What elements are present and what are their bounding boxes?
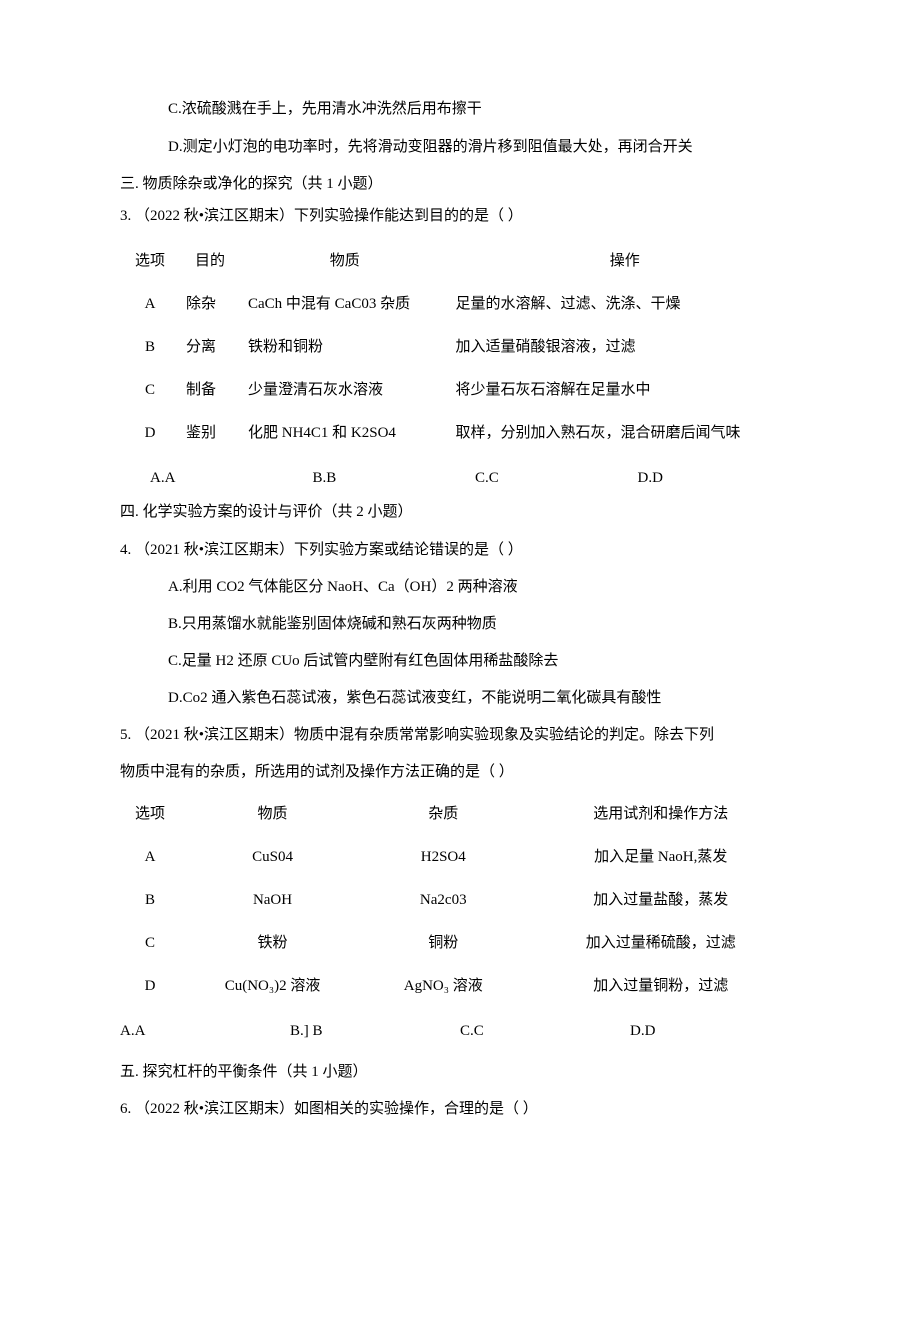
section3-title: 三. 物质除杂或净化的探究（共 1 小题） [120, 175, 800, 195]
q3-ans-c: C.C [475, 469, 638, 489]
q5-stem-l1: 5. （2021 秋•滨江区期末）物质中混有杂质常常影响实验现象及实验结论的判定… [120, 719, 800, 752]
q5-table: 选项 物质 杂质 选用试剂和操作方法 A CuS04 H2SO4 加入足量 Na… [120, 793, 800, 1008]
q5-th-opt: 选项 [120, 793, 180, 836]
q3-answer-row: A.A B.B C.C D.D [120, 469, 800, 489]
q3-r3-substance: 化肥 NH4C1 和 K2SO4 [240, 412, 448, 455]
q3-r2-operation: 将少量石灰石溶解在足量水中 [448, 369, 800, 412]
q5-r1-substance: NaOH [180, 879, 365, 922]
q3-th-substance: 物质 [240, 240, 448, 283]
q3-ans-a: A.A [150, 469, 313, 489]
q3-r1-operation: 加入适量硝酸银溶液，过滤 [448, 326, 800, 369]
q4-option-d: D.Co2 通入紫色石蕊试液，紫色石蕊试液变红，不能说明二氧化碳具有酸性 [120, 682, 800, 715]
table-header-row: 选项 目的 物质 操作 [120, 240, 800, 283]
table-row: B 分离 铁粉和铜粉 加入适量硝酸银溶液，过滤 [120, 326, 800, 369]
q3-r0-purpose: 除杂 [180, 283, 240, 326]
q5-r0-method: 加入足量 NaoH,蒸发 [521, 836, 800, 879]
q3-ans-d: D.D [638, 469, 801, 489]
q6-stem: 6. （2022 秋•滨江区期末）如图相关的实验操作，合理的是（ ） [120, 1093, 800, 1126]
table-row: C 铁粉 铜粉 加入过量稀硫酸，过滤 [120, 922, 800, 965]
table-row: D Cu(NO₃)2 溶液 AgNO₃ 溶液 加入过量铜粉，过滤 [120, 965, 800, 1008]
table-row: D 鉴别 化肥 NH4C1 和 K2SO4 取样，分别加入熟石灰，混合研磨后闻气… [120, 412, 800, 455]
q5-stem-l2: 物质中混有的杂质，所选用的试剂及操作方法正确的是（ ） [120, 756, 800, 789]
q3-r1-purpose: 分离 [180, 326, 240, 369]
q5-r0-impurity: H2SO4 [365, 836, 521, 879]
q5-r3-method: 加入过量铜粉，过滤 [521, 965, 800, 1008]
q5-th-substance: 物质 [180, 793, 365, 836]
q3-r2-substance: 少量澄清石灰水溶液 [240, 369, 448, 412]
q5-th-impurity: 杂质 [365, 793, 521, 836]
q4-option-c: C.足量 H2 还原 CUo 后试管内壁附有红色固体用稀盐酸除去 [120, 645, 800, 678]
q2-option-d: D.测定小灯泡的电功率时，先将滑动变阻器的滑片移到阻值最大处，再闭合开关 [120, 138, 800, 158]
q5-r1-impurity: Na2c03 [365, 879, 521, 922]
q2-option-c: C.浓硫酸溅在手上，先用清水冲洗然后用布擦干 [120, 100, 800, 120]
q5-r1-opt: B [120, 879, 180, 922]
q5-r2-impurity: 铜粉 [365, 922, 521, 965]
q3-th-opt: 选项 [120, 240, 180, 283]
q5-r2-substance: 铁粉 [180, 922, 365, 965]
table-row: A 除杂 CaCh 中混有 CaC03 杂质 足量的水溶解、过滤、洗涤、干燥 [120, 283, 800, 326]
table-row: B NaOH Na2c03 加入过量盐酸，蒸发 [120, 879, 800, 922]
q5-r2-opt: C [120, 922, 180, 965]
q3-r0-substance: CaCh 中混有 CaC03 杂质 [240, 283, 448, 326]
q5-r0-substance: CuS04 [180, 836, 365, 879]
q3-ans-b: B.B [313, 469, 476, 489]
q3-table: 选项 目的 物质 操作 A 除杂 CaCh 中混有 CaC03 杂质 足量的水溶… [120, 240, 800, 455]
q5-answer-row: A.A B.] B C.C D.D [120, 1022, 800, 1042]
q5-r3-opt: D [120, 965, 180, 1008]
table-row: A CuS04 H2SO4 加入足量 NaoH,蒸发 [120, 836, 800, 879]
q3-r1-opt: B [120, 326, 180, 369]
q3-r3-opt: D [120, 412, 180, 455]
q5-th-method: 选用试剂和操作方法 [521, 793, 800, 836]
section5-title: 五. 探究杠杆的平衡条件（共 1 小题） [120, 1056, 800, 1089]
q5-ans-a: A.A [120, 1022, 290, 1042]
q3-r0-opt: A [120, 283, 180, 326]
q5-r3-substance: Cu(NO₃)2 溶液 [180, 965, 365, 1008]
q5-r1-method: 加入过量盐酸，蒸发 [521, 879, 800, 922]
q3-r2-purpose: 制备 [180, 369, 240, 412]
section4-title: 四. 化学实验方案的设计与评价（共 2 小题） [120, 503, 800, 523]
table-header-row: 选项 物质 杂质 选用试剂和操作方法 [120, 793, 800, 836]
q5-ans-d: D.D [630, 1022, 800, 1042]
q5-ans-c: C.C [460, 1022, 630, 1042]
q3-r3-purpose: 鉴别 [180, 412, 240, 455]
q4-stem: 4. （2021 秋•滨江区期末）下列实验方案或结论错误的是（ ） [120, 534, 800, 567]
q3-r3-operation: 取样，分别加入熟石灰，混合研磨后闻气味 [448, 412, 800, 455]
q5-ans-b: B.] B [290, 1022, 460, 1042]
q3-th-purpose: 目的 [180, 240, 240, 283]
table-row: C 制备 少量澄清石灰水溶液 将少量石灰石溶解在足量水中 [120, 369, 800, 412]
q3-stem: 3. （2022 秋•滨江区期末）下列实验操作能达到目的的是（ ） [120, 207, 800, 227]
q4-option-a: A.利用 CO2 气体能区分 NaoH、Ca（OH）2 两种溶液 [120, 571, 800, 604]
q3-r0-operation: 足量的水溶解、过滤、洗涤、干燥 [448, 283, 800, 326]
q4-option-b: B.只用蒸馏水就能鉴别固体烧碱和熟石灰两种物质 [120, 608, 800, 641]
q5-r2-method: 加入过量稀硫酸，过滤 [521, 922, 800, 965]
q5-r0-opt: A [120, 836, 180, 879]
q3-th-operation: 操作 [448, 240, 800, 283]
q3-r2-opt: C [120, 369, 180, 412]
q5-r3-impurity: AgNO₃ 溶液 [365, 965, 521, 1008]
q3-r1-substance: 铁粉和铜粉 [240, 326, 448, 369]
